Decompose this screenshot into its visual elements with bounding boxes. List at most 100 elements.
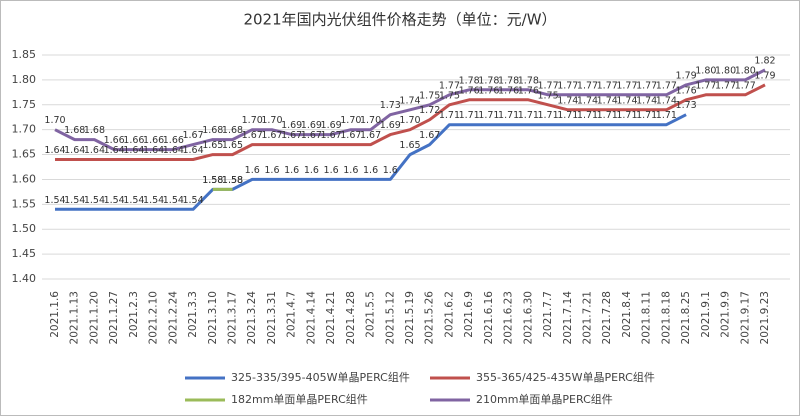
x-tick-label: 2021.6.16 xyxy=(483,291,495,345)
legend-label: 182mm单面单晶PERC组件 xyxy=(231,392,368,406)
data-label: 1.71 xyxy=(636,110,657,121)
chart-title: 2021年国内光伏组件价格走势（单位：元/W） xyxy=(243,11,556,29)
x-tick-label: 2021.7.14 xyxy=(562,291,574,345)
x-tick-label: 2021.8.4 xyxy=(621,291,633,338)
data-label: 1.79 xyxy=(676,70,697,81)
data-label: 1.67 xyxy=(281,130,302,141)
data-label: 1.82 xyxy=(754,55,775,66)
data-label: 1.71 xyxy=(557,110,578,121)
data-label: 1.6 xyxy=(383,165,398,176)
x-tick-label: 2021.1.20 xyxy=(88,291,100,344)
data-label: 1.76 xyxy=(478,85,499,96)
data-label: 1.65 xyxy=(202,140,223,151)
x-tick-label: 2021.5.12 xyxy=(384,291,396,344)
x-tick-label: 2021.8.25 xyxy=(680,291,692,344)
data-label: 1.65 xyxy=(222,140,243,151)
y-tick-label: 1.45 xyxy=(12,247,37,260)
y-tick-label: 1.70 xyxy=(12,123,37,136)
data-label: 1.6 xyxy=(264,165,279,176)
x-tick-label: 2021.2.10 xyxy=(148,291,160,344)
data-label: 1.77 xyxy=(636,80,657,91)
legend-label: 325-335/395-405W单晶PERC组件 xyxy=(231,370,410,384)
data-label: 1.64 xyxy=(84,145,105,156)
data-label: 1.75 xyxy=(537,90,558,101)
x-tick-label: 2021.4.28 xyxy=(345,291,357,344)
x-tick-label: 2021.9.17 xyxy=(739,291,751,344)
x-tick-label: 2021.6.30 xyxy=(522,291,534,344)
x-tick-label: 2021.3.3 xyxy=(187,291,199,338)
y-tick-label: 1.80 xyxy=(12,73,37,86)
data-label: 1.78 xyxy=(498,75,519,86)
data-label: 1.64 xyxy=(64,145,85,156)
x-tick-label: 2021.3.24 xyxy=(246,291,258,345)
x-tick-label: 2021.9.23 xyxy=(759,291,771,344)
data-label: 1.71 xyxy=(616,110,637,121)
data-label: 1.74 xyxy=(597,95,618,106)
data-label: 1.77 xyxy=(616,80,637,91)
data-label: 1.67 xyxy=(242,130,263,141)
data-label: 1.66 xyxy=(104,135,125,146)
x-tick-label: 2021.9.9 xyxy=(720,291,732,338)
data-label: 1.77 xyxy=(656,80,677,91)
x-tick-label: 2021.3.10 xyxy=(207,291,219,344)
data-label: 1.64 xyxy=(163,145,184,156)
data-label: 1.58 xyxy=(202,175,223,186)
data-label: 1.64 xyxy=(44,145,65,156)
data-label: 1.67 xyxy=(419,130,440,141)
x-tick-label: 2021.8.11 xyxy=(641,291,653,344)
y-tick-label: 1.55 xyxy=(12,197,37,210)
data-label: 1.78 xyxy=(518,75,539,86)
data-label: 1.64 xyxy=(104,145,125,156)
x-tick-label: 2021.6.9 xyxy=(463,291,475,338)
data-label: 1.76 xyxy=(459,85,480,96)
data-label: 1.71 xyxy=(656,110,677,121)
data-label: 1.58 xyxy=(222,175,243,186)
series-line xyxy=(55,83,766,161)
data-label: 1.78 xyxy=(459,75,480,86)
x-tick-label: 2021.1.13 xyxy=(69,291,81,344)
data-label: 1.73 xyxy=(380,100,401,111)
data-label: 1.71 xyxy=(439,110,460,121)
data-label: 1.69 xyxy=(321,120,342,131)
data-label: 1.68 xyxy=(84,125,105,136)
data-label: 1.68 xyxy=(222,125,243,136)
data-label: 1.71 xyxy=(577,110,598,121)
legend-label: 355-365/425-435W单晶PERC组件 xyxy=(476,370,655,384)
data-label: 1.6 xyxy=(324,165,339,176)
x-tick-label: 2021.2.3 xyxy=(128,291,140,338)
y-tick-label: 1.40 xyxy=(12,272,37,285)
series-line xyxy=(54,68,766,152)
x-tick-label: 2021.1.27 xyxy=(108,291,120,344)
data-label: 1.68 xyxy=(64,125,85,136)
data-label: 1.66 xyxy=(143,135,164,146)
data-label: 1.54 xyxy=(84,195,105,206)
data-label: 1.74 xyxy=(616,95,637,106)
data-label: 1.69 xyxy=(380,120,401,131)
data-label: 1.74 xyxy=(656,95,677,106)
data-label: 1.71 xyxy=(478,110,499,121)
data-label: 1.77 xyxy=(577,80,598,91)
data-label: 1.71 xyxy=(537,110,558,121)
x-tick-label: 2021.3.17 xyxy=(227,291,239,344)
data-label: 1.54 xyxy=(163,195,184,206)
data-label: 1.74 xyxy=(577,95,598,106)
x-tick-label: 2021.7.21 xyxy=(582,291,594,344)
data-label: 1.67 xyxy=(301,130,322,141)
data-label: 1.68 xyxy=(202,125,223,136)
y-tick-label: 1.60 xyxy=(12,172,37,185)
data-label: 1.64 xyxy=(123,145,144,156)
x-tick-label: 2021.4.21 xyxy=(325,291,337,344)
x-tick-label: 2021.5.19 xyxy=(404,291,416,344)
data-label: 1.70 xyxy=(242,115,263,126)
data-label: 1.75 xyxy=(419,90,440,101)
x-tick-label: 2021.6.2 xyxy=(443,291,455,338)
data-label: 1.67 xyxy=(321,130,342,141)
data-label: 1.76 xyxy=(518,85,539,96)
data-label: 1.67 xyxy=(261,130,282,141)
data-label: 1.77 xyxy=(537,80,558,91)
data-label: 1.54 xyxy=(123,195,144,206)
data-label: 1.54 xyxy=(143,195,164,206)
data-label: 1.58 xyxy=(202,175,223,186)
data-label: 1.66 xyxy=(163,135,184,146)
